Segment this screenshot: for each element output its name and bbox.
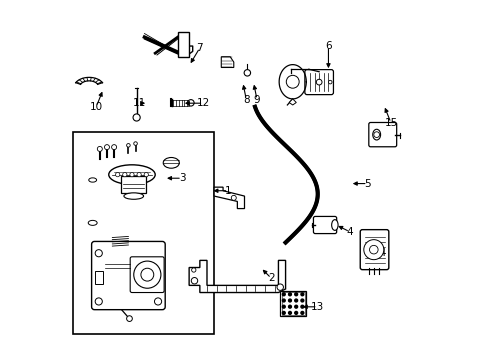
Circle shape <box>373 132 379 138</box>
Text: 8: 8 <box>243 95 249 105</box>
Circle shape <box>134 261 161 288</box>
Circle shape <box>187 100 194 106</box>
FancyBboxPatch shape <box>360 230 388 270</box>
Ellipse shape <box>331 220 337 230</box>
Circle shape <box>294 299 297 302</box>
Circle shape <box>111 145 116 150</box>
Circle shape <box>126 144 130 147</box>
Text: 4: 4 <box>346 227 352 237</box>
FancyBboxPatch shape <box>130 257 164 293</box>
Circle shape <box>288 311 291 314</box>
Circle shape <box>300 293 303 296</box>
Circle shape <box>122 172 127 177</box>
Text: 2: 2 <box>267 273 274 283</box>
Ellipse shape <box>372 129 380 140</box>
Polygon shape <box>288 99 296 105</box>
Circle shape <box>282 305 285 308</box>
Bar <box>280 291 305 316</box>
Bar <box>73 132 214 334</box>
Circle shape <box>97 147 102 152</box>
Circle shape <box>115 172 120 177</box>
Text: 11: 11 <box>132 98 145 108</box>
Circle shape <box>191 268 196 272</box>
Text: 13: 13 <box>310 302 324 312</box>
Circle shape <box>363 240 383 260</box>
Bar <box>95 271 103 284</box>
Circle shape <box>300 305 303 308</box>
Polygon shape <box>221 57 233 67</box>
Circle shape <box>282 293 285 296</box>
Text: 10: 10 <box>89 102 102 112</box>
Circle shape <box>104 145 109 150</box>
Circle shape <box>95 249 102 257</box>
Circle shape <box>282 299 285 302</box>
Ellipse shape <box>123 193 143 199</box>
Circle shape <box>231 195 236 201</box>
Circle shape <box>133 114 140 121</box>
Circle shape <box>294 311 297 314</box>
Circle shape <box>369 246 377 254</box>
Text: 12: 12 <box>196 98 210 108</box>
Polygon shape <box>279 65 305 99</box>
Ellipse shape <box>88 220 97 225</box>
Circle shape <box>134 142 137 145</box>
Circle shape <box>294 293 297 296</box>
Circle shape <box>137 172 141 177</box>
FancyBboxPatch shape <box>368 122 396 147</box>
Text: 7: 7 <box>196 43 203 53</box>
Circle shape <box>285 75 299 88</box>
Text: 5: 5 <box>364 179 370 189</box>
Text: 14: 14 <box>373 248 386 258</box>
Circle shape <box>282 311 285 314</box>
Circle shape <box>95 298 102 305</box>
Circle shape <box>276 284 283 291</box>
Text: 6: 6 <box>325 41 331 51</box>
Bar <box>281 292 304 315</box>
Circle shape <box>141 268 153 281</box>
FancyBboxPatch shape <box>313 216 336 234</box>
Ellipse shape <box>163 157 179 168</box>
Circle shape <box>191 278 197 284</box>
Circle shape <box>288 293 291 296</box>
Bar <box>121 176 146 193</box>
Circle shape <box>300 311 303 314</box>
Circle shape <box>294 305 297 308</box>
Text: 9: 9 <box>253 95 260 105</box>
Polygon shape <box>189 260 285 293</box>
Circle shape <box>154 298 162 305</box>
FancyBboxPatch shape <box>304 69 333 95</box>
Circle shape <box>130 172 134 177</box>
Text: 15: 15 <box>384 118 397 128</box>
Circle shape <box>316 79 322 85</box>
Ellipse shape <box>88 178 97 182</box>
Circle shape <box>288 305 291 308</box>
Circle shape <box>328 80 331 84</box>
FancyBboxPatch shape <box>91 242 165 310</box>
Text: 1: 1 <box>224 186 231 196</box>
Circle shape <box>144 172 148 177</box>
Circle shape <box>288 299 291 302</box>
Polygon shape <box>214 187 244 208</box>
Text: 3: 3 <box>178 173 185 183</box>
Circle shape <box>300 299 303 302</box>
Polygon shape <box>178 32 189 57</box>
Circle shape <box>244 69 250 76</box>
Ellipse shape <box>108 165 155 184</box>
Circle shape <box>126 316 132 321</box>
